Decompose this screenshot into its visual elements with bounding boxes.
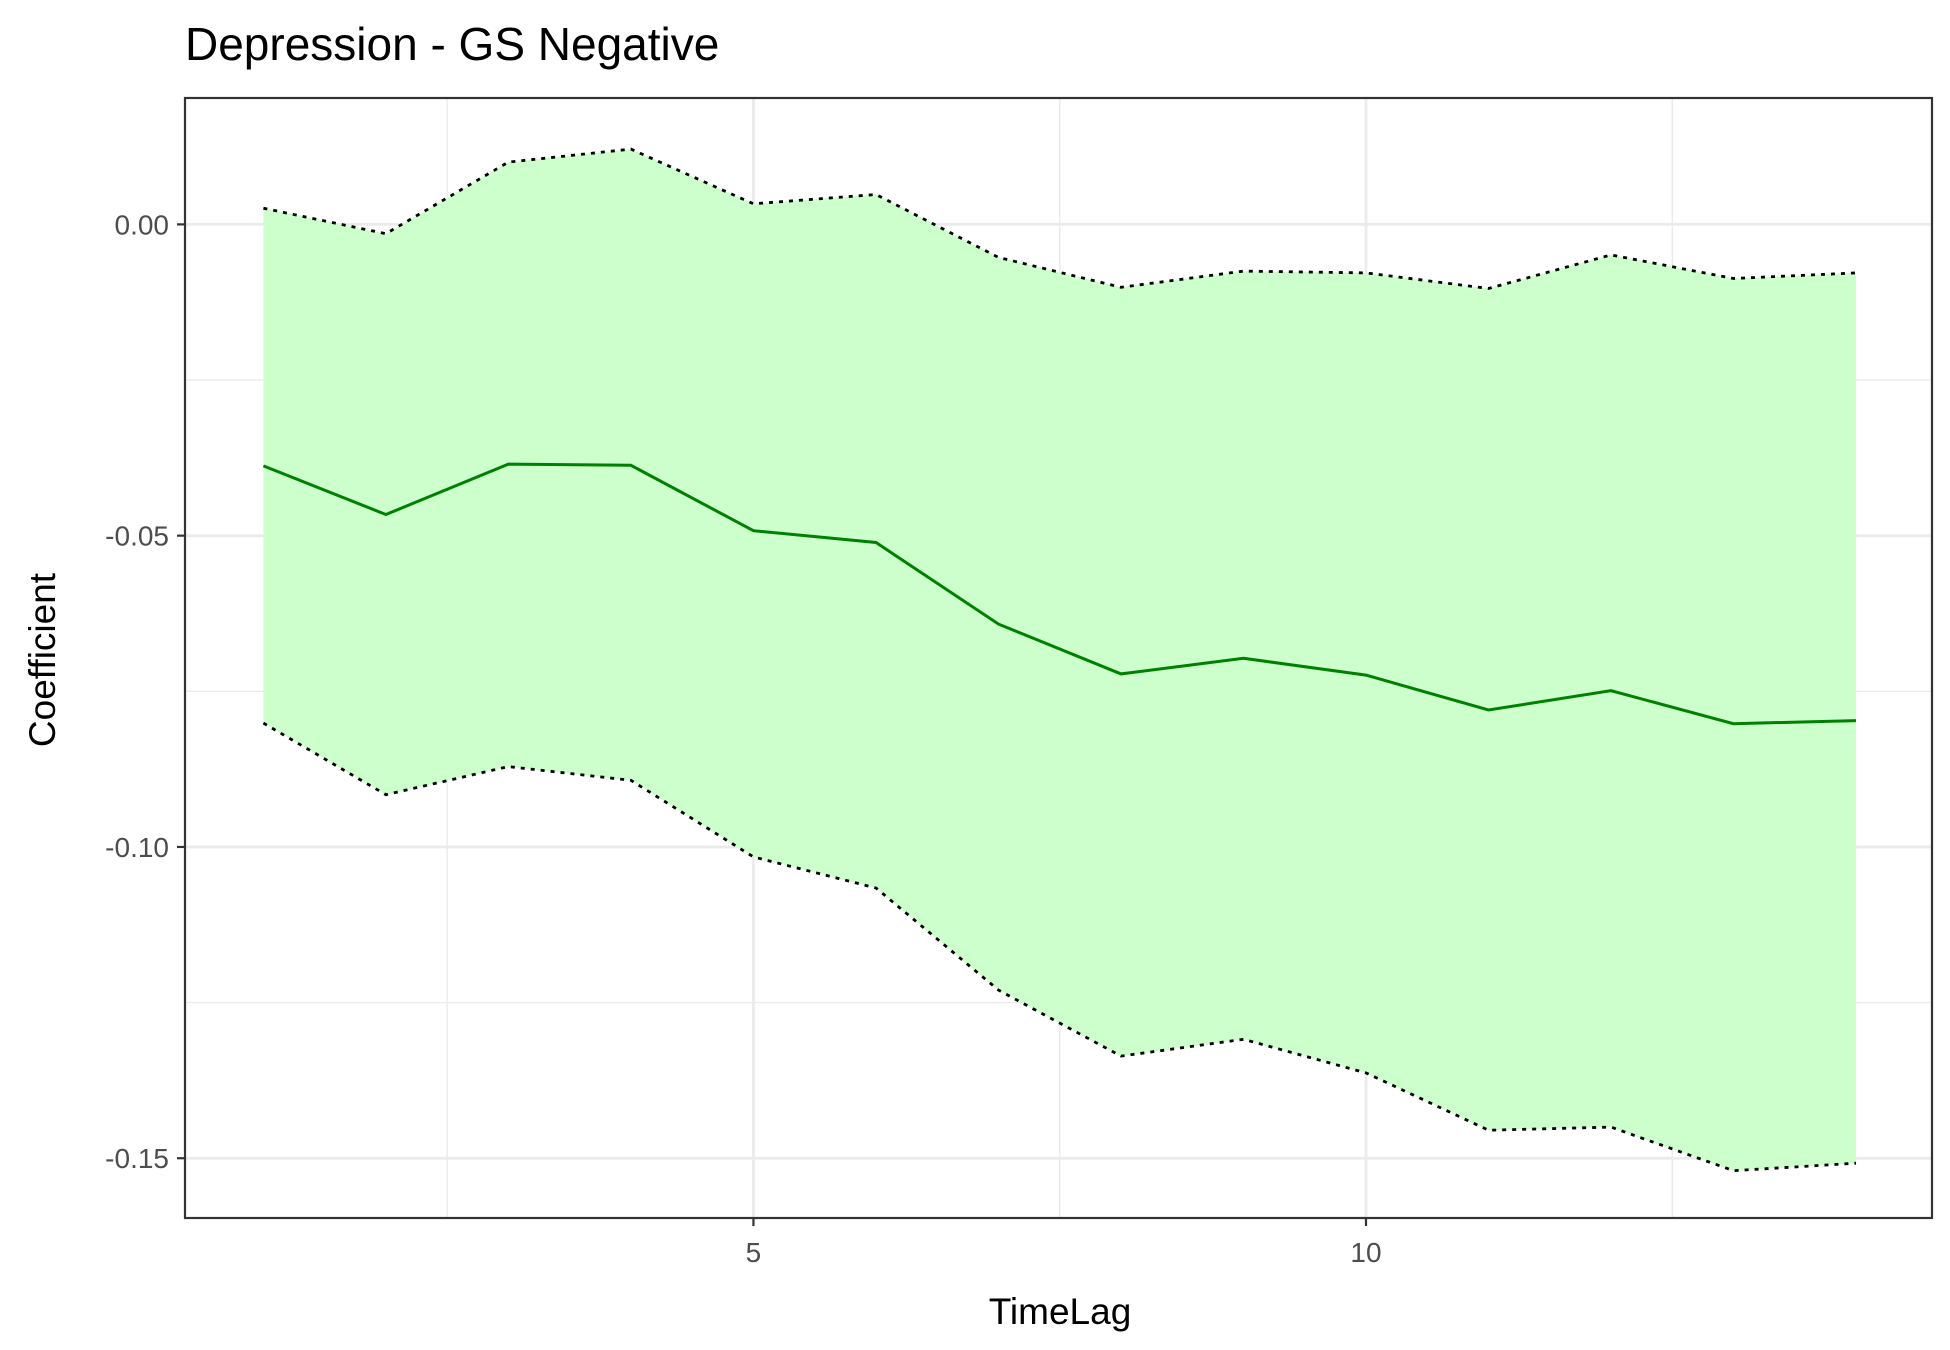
- x-axis: 5 10: [746, 1218, 1382, 1268]
- y-tick-label: -0.10: [105, 832, 169, 863]
- x-tick-label: 10: [1350, 1237, 1381, 1268]
- panel-border: [183, 96, 1934, 1220]
- y-tick-label: -0.05: [105, 521, 169, 552]
- coefficient-line: [262, 462, 1857, 726]
- lower-bound-line: [262, 721, 1857, 1173]
- y-tick-label: 0.00: [115, 209, 170, 240]
- x-tick-label: 5: [746, 1237, 762, 1268]
- chart-title: Depression - GS Negative: [185, 18, 719, 70]
- confidence-ribbon: [263, 149, 1856, 1171]
- x-axis-title: TimeLag: [989, 1291, 1132, 1332]
- y-tick-label: -0.15: [105, 1143, 169, 1174]
- y-axis: 0.00 -0.05 -0.10 -0.15: [105, 209, 185, 1174]
- y-axis-title: Coefficient: [22, 572, 63, 747]
